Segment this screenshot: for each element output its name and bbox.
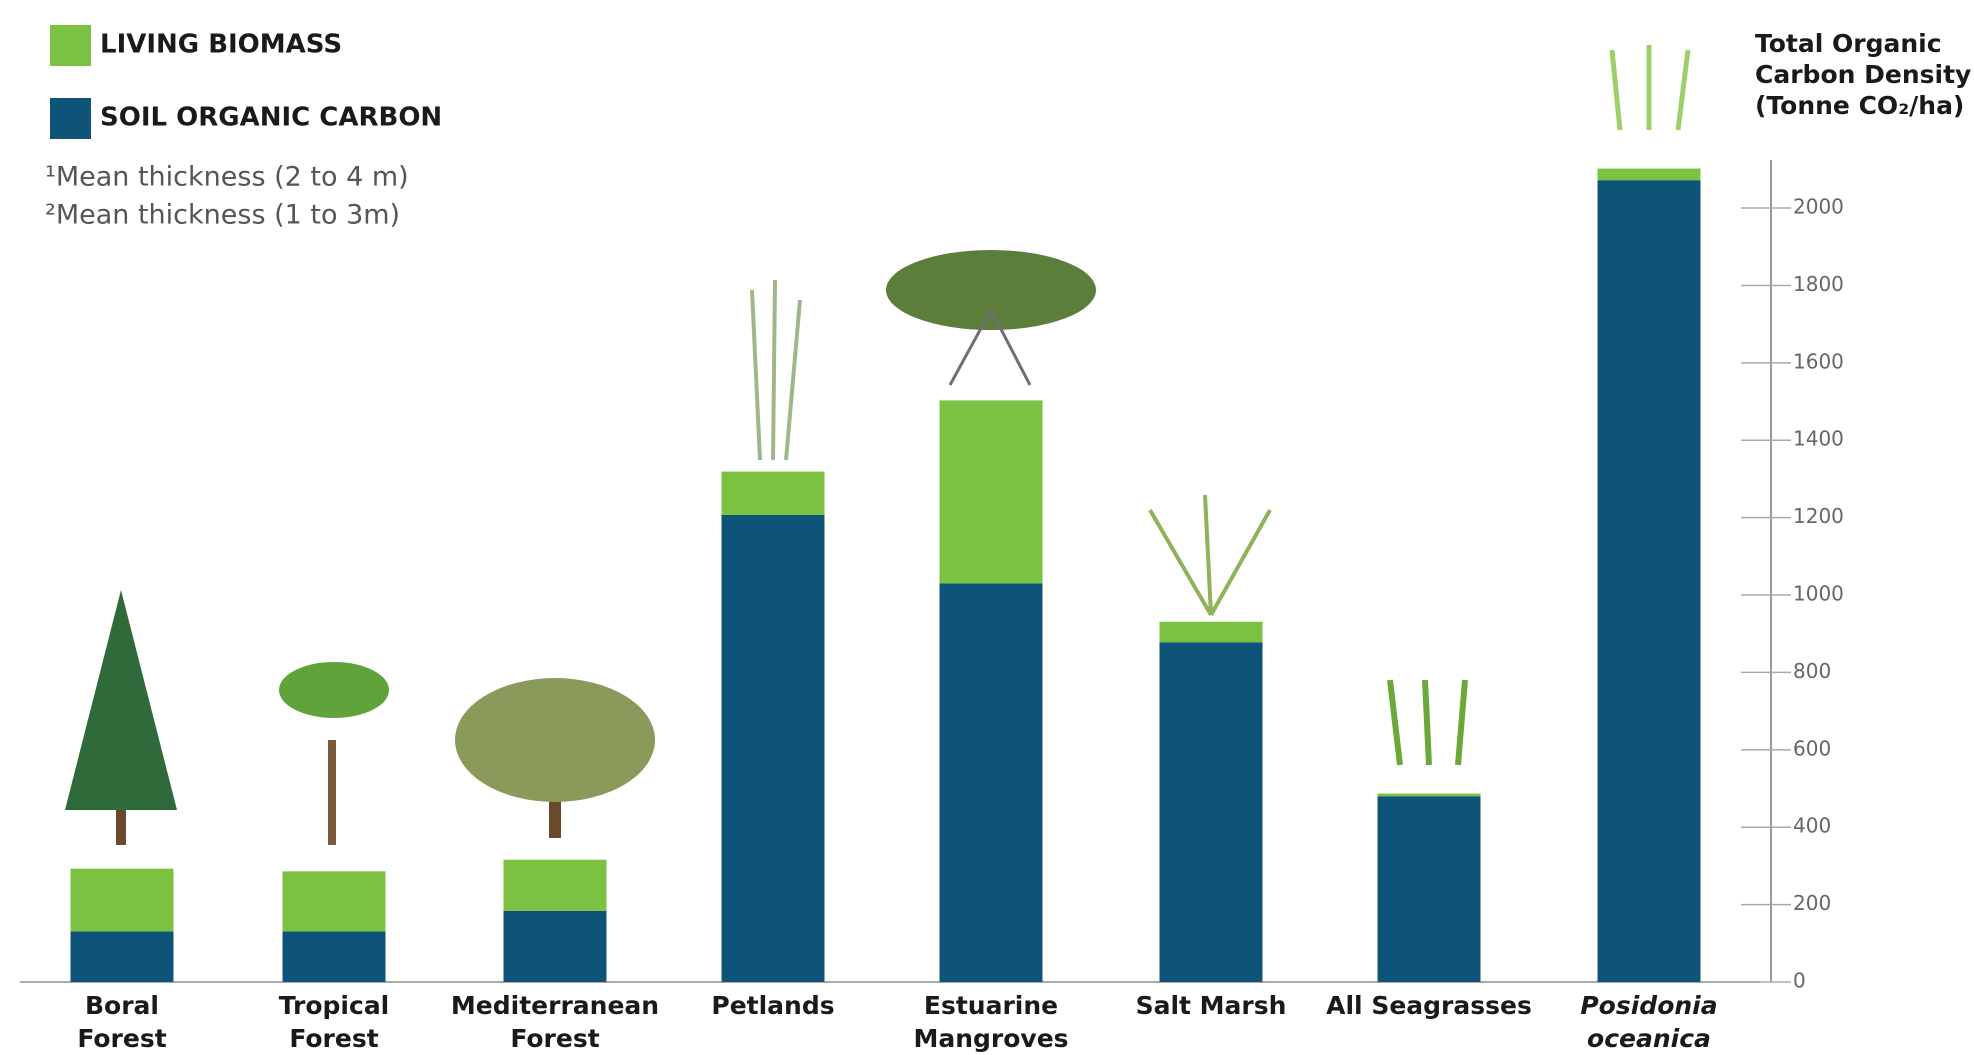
bar-segment bbox=[503, 910, 607, 982]
bar-segment bbox=[1597, 180, 1701, 982]
x-tick-label: Forest bbox=[510, 1024, 599, 1053]
bar-segment bbox=[1159, 621, 1263, 643]
x-tick-label: Mangroves bbox=[913, 1024, 1068, 1053]
footnote: ¹Mean thickness (2 to 4 m) bbox=[45, 162, 409, 193]
y-tick-label: 600 bbox=[1793, 736, 1831, 760]
y-tick-label: 1400 bbox=[1793, 427, 1844, 451]
bar-segment bbox=[503, 859, 607, 911]
bar-segment bbox=[70, 931, 174, 982]
x-tick-label: Boral bbox=[85, 991, 159, 1020]
bar-segment bbox=[282, 871, 386, 932]
x-tick-label: Forest bbox=[289, 1024, 378, 1053]
bar-segment bbox=[70, 868, 174, 932]
legend-swatch bbox=[50, 98, 91, 139]
x-tick-label: Mediterranean bbox=[451, 991, 659, 1020]
y-tick-label: 200 bbox=[1793, 891, 1831, 915]
x-tick-label: Salt Marsh bbox=[1136, 991, 1287, 1020]
legend-swatch bbox=[50, 25, 91, 66]
y-tick-label: 400 bbox=[1793, 814, 1831, 838]
bar-segment bbox=[1597, 168, 1701, 181]
axis-title: (Tonne CO₂/ha) bbox=[1755, 91, 1964, 120]
legend-label: SOIL ORGANIC CARBON bbox=[100, 103, 442, 133]
x-tick-label: oceanica bbox=[1587, 1024, 1711, 1053]
bar-segment bbox=[1377, 796, 1481, 982]
footnote: ²Mean thickness (1 to 3m) bbox=[45, 200, 400, 231]
y-tick-label: 1600 bbox=[1793, 349, 1844, 373]
y-tick-label: 1800 bbox=[1793, 272, 1844, 296]
bar-segment bbox=[721, 514, 825, 982]
legend-label: LIVING BIOMASS bbox=[100, 30, 342, 60]
y-tick-label: 800 bbox=[1793, 659, 1831, 683]
x-tick-label: All Seagrasses bbox=[1326, 991, 1532, 1020]
x-tick-label: Tropical bbox=[279, 991, 390, 1020]
bar-segment bbox=[1377, 793, 1481, 797]
bar-segment bbox=[282, 931, 386, 982]
bar-segment bbox=[721, 471, 825, 515]
decorations bbox=[65, 45, 1691, 845]
legend: LIVING BIOMASS SOIL ORGANIC CARBON bbox=[50, 25, 442, 139]
y-tick-label: 0 bbox=[1793, 969, 1806, 993]
axis-title: Carbon Density bbox=[1755, 60, 1971, 89]
x-tick-label: Forest bbox=[77, 1024, 166, 1053]
x-tick-label: Petlands bbox=[711, 991, 834, 1020]
bar-segment bbox=[1159, 642, 1263, 982]
y-tick-label: 2000 bbox=[1793, 195, 1844, 219]
x-tick-label: Posidonia bbox=[1580, 991, 1717, 1020]
axis-title: Total Organic bbox=[1755, 29, 1942, 58]
x-tick-label: Estuarine bbox=[924, 991, 1058, 1020]
y-tick-label: 1000 bbox=[1793, 582, 1844, 606]
y-tick-label: 1200 bbox=[1793, 504, 1844, 528]
bar-segment bbox=[939, 583, 1043, 982]
bar-segment bbox=[939, 400, 1043, 584]
